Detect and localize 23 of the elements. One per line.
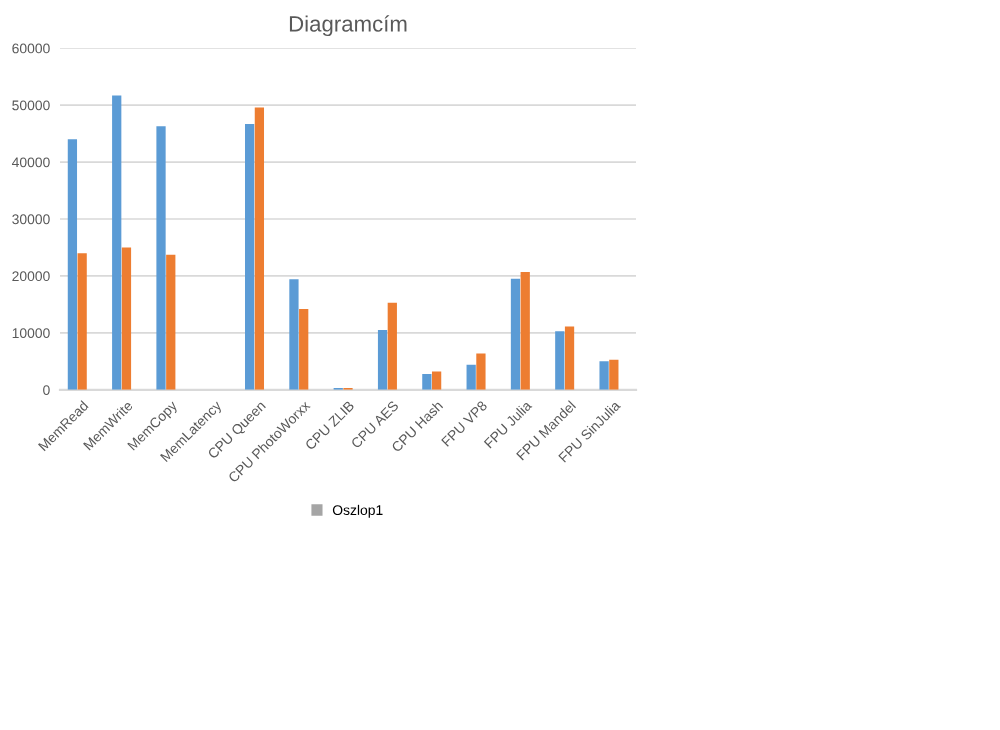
bar	[431, 371, 442, 390]
bar	[422, 373, 432, 390]
bar	[609, 359, 619, 390]
bar	[77, 253, 87, 390]
bar	[166, 254, 176, 390]
bar	[112, 95, 122, 390]
bar	[67, 139, 78, 390]
bar	[510, 278, 521, 390]
bar	[476, 353, 486, 390]
bar	[254, 107, 265, 390]
bar	[599, 361, 609, 390]
bar	[387, 302, 397, 390]
chart-title: Diagramcím	[289, 15, 407, 37]
bar	[245, 123, 255, 390]
bar	[564, 326, 575, 390]
bar	[466, 364, 476, 390]
bar	[121, 247, 132, 390]
bar	[299, 308, 309, 390]
bar	[555, 331, 565, 390]
bar	[289, 279, 299, 390]
bar	[520, 271, 530, 390]
bar	[377, 330, 388, 390]
bar	[156, 126, 166, 390]
